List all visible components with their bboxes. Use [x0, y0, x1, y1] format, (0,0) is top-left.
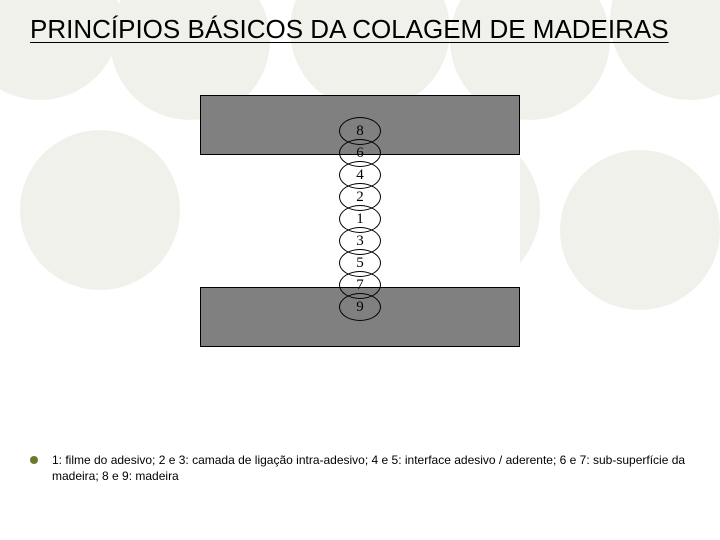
slide-title: PRINCÍPIOS BÁSICOS DA COLAGEM DE MADEIRA… [30, 14, 690, 45]
layer-label: 6 [350, 145, 370, 162]
layer-label: 7 [350, 277, 370, 294]
diagram-overlay: 8 6 4 2 1 3 5 7 9 [200, 95, 520, 347]
layer-label: 4 [350, 167, 370, 184]
layer-label: 5 [350, 255, 370, 272]
bullet-icon [30, 456, 38, 464]
slide-content: PRINCÍPIOS BÁSICOS DA COLAGEM DE MADEIRA… [0, 0, 720, 347]
caption-row: 1: filme do adesivo; 2 e 3: camada de li… [30, 452, 690, 484]
adhesive-diagram: 8 6 4 2 1 3 5 7 9 [200, 95, 520, 347]
caption-text: 1: filme do adesivo; 2 e 3: camada de li… [52, 452, 690, 484]
layer-label: 9 [350, 299, 370, 316]
layer-label: 3 [350, 233, 370, 250]
layer-label: 8 [350, 123, 370, 140]
layer-label: 1 [350, 211, 370, 228]
layer-label: 2 [350, 189, 370, 206]
